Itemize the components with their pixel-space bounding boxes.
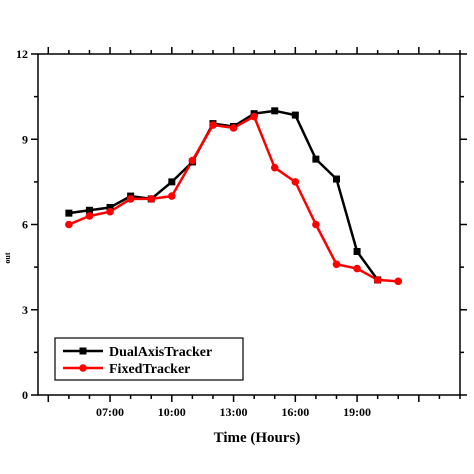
y-tick-label: 6 <box>22 218 28 232</box>
data-point <box>168 178 176 186</box>
x-tick-label: 10:00 <box>158 405 186 419</box>
data-point <box>65 220 73 229</box>
data-point <box>332 260 341 269</box>
y-tick-label: 0 <box>22 388 28 402</box>
data-point <box>394 277 403 286</box>
y-axis-tick-labels: 0 3 6 9 12 <box>16 47 28 402</box>
data-point <box>209 121 217 129</box>
y-axis-label-fragment: out <box>3 252 12 263</box>
legend-label: FixedTracker <box>109 362 190 377</box>
axis-ticks <box>31 47 467 402</box>
data-point <box>270 163 279 172</box>
data-point <box>291 111 299 119</box>
series-markers <box>65 107 403 286</box>
data-point <box>291 178 300 186</box>
data-point <box>147 195 156 203</box>
data-point <box>312 155 320 163</box>
y-axis-label-subscript: out <box>3 252 12 263</box>
data-point <box>353 247 361 255</box>
data-point <box>188 156 197 165</box>
data-point <box>126 195 135 203</box>
legend-marker-square <box>79 347 87 355</box>
data-point <box>332 175 340 183</box>
legend: DualAxisTracker FixedTracker <box>54 337 244 381</box>
data-point <box>106 207 114 216</box>
data-point <box>250 112 258 121</box>
data-point <box>65 209 73 217</box>
y-tick-label: 3 <box>22 303 28 317</box>
series-line-DualAxisTracker <box>68 109 379 281</box>
legend-marker-circle <box>79 364 87 372</box>
legend-box <box>54 337 244 381</box>
series-lines <box>68 109 399 283</box>
data-point <box>373 276 382 284</box>
series-line-FixedTracker <box>68 115 399 283</box>
data-point <box>312 220 320 229</box>
y-tick-label: 9 <box>22 132 28 146</box>
x-tick-label: 16:00 <box>281 405 309 419</box>
data-point <box>85 212 94 220</box>
x-axis-tick-labels: 07:00 10:00 13:00 16:00 19:00 <box>96 405 371 419</box>
data-point <box>353 264 361 273</box>
x-tick-label: 19:00 <box>343 405 371 419</box>
data-point <box>271 107 279 115</box>
x-axis-title: Time (Hours) <box>214 430 301 446</box>
data-point <box>229 124 238 132</box>
x-tick-label: 07:00 <box>96 405 124 419</box>
y-tick-label: 12 <box>16 47 28 61</box>
data-point <box>85 206 93 214</box>
data-point <box>106 203 114 211</box>
legend-label: DualAxisTracker <box>109 345 212 360</box>
x-tick-label: 13:00 <box>220 405 248 419</box>
data-point <box>168 192 176 200</box>
